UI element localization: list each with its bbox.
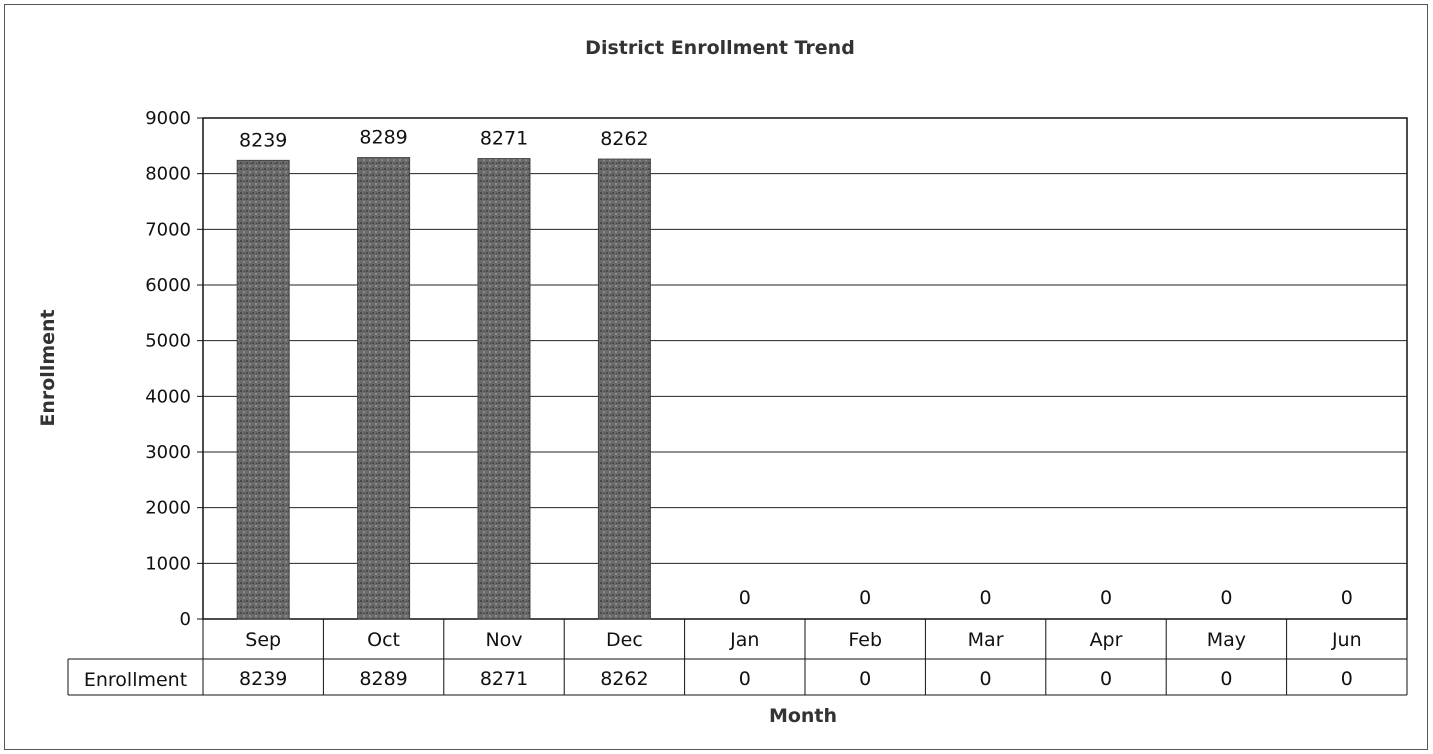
table-cell: 0	[1100, 668, 1112, 690]
x-axis-title: Month	[769, 705, 837, 727]
data-label-jan: 0	[739, 587, 751, 609]
data-label-apr: 0	[1100, 587, 1112, 609]
table-cell: 0	[859, 668, 871, 690]
y-tick-label: 9000	[145, 108, 191, 129]
table-cell: 8271	[480, 668, 528, 690]
table-cell: 0	[1220, 668, 1232, 690]
data-labels: 8239 8289 8271 8262 0 0 0 0 0 0	[239, 127, 1353, 609]
table-series-name: Enrollment	[84, 669, 187, 691]
x-tick-label: Dec	[606, 629, 643, 651]
x-tick-label: Feb	[848, 629, 882, 651]
data-label-oct: 8289	[359, 127, 407, 149]
bar-oct	[357, 157, 411, 620]
data-label-dec: 8262	[600, 128, 648, 150]
data-label-nov: 8271	[480, 128, 528, 150]
data-label-jun: 0	[1341, 587, 1353, 609]
y-tick-label: 0	[180, 609, 191, 630]
y-tick-label: 8000	[145, 164, 191, 185]
bar-sep	[236, 159, 290, 620]
table-cell: 0	[1341, 668, 1353, 690]
y-tick-label: 7000	[145, 219, 191, 240]
x-tick-label: May	[1207, 629, 1246, 651]
bars	[236, 157, 651, 620]
x-tick-label: Jun	[1331, 629, 1362, 651]
table-cell: 8289	[359, 668, 407, 690]
data-label-may: 0	[1220, 587, 1232, 609]
chart-title: District Enrollment Trend	[585, 37, 855, 59]
data-table: Sep 8239 Oct 8289 Nov 8271 Dec 8262 Jan 0 Feb 0 Mar 0…	[67, 619, 1408, 696]
y-axis-title: Enrollment	[37, 309, 59, 426]
y-tick-label: 5000	[145, 331, 191, 352]
table-cell: 0	[739, 668, 751, 690]
table-cell: 0	[980, 668, 992, 690]
x-tick-label: Apr	[1090, 629, 1123, 651]
table-cell: 8239	[239, 668, 287, 690]
data-label-sep: 8239	[239, 129, 287, 151]
data-label-mar: 0	[980, 587, 992, 609]
x-tick-label: Mar	[968, 629, 1004, 651]
y-tick-label: 1000	[145, 553, 191, 574]
y-tick-label: 3000	[145, 442, 191, 463]
x-tick-label: Oct	[367, 629, 400, 651]
y-tick-label: 4000	[145, 386, 191, 407]
x-tick-label: Sep	[245, 629, 281, 651]
x-tick-label: Jan	[729, 629, 759, 651]
chart-frame	[4, 4, 1428, 750]
y-tick-label: 2000	[145, 498, 191, 519]
bar-nov	[477, 158, 531, 620]
bar-dec	[597, 158, 651, 620]
data-label-feb: 0	[859, 587, 871, 609]
x-tick-label: Nov	[485, 629, 522, 651]
y-tick-label: 6000	[145, 275, 191, 296]
table-cell: 8262	[600, 668, 648, 690]
y-ticks: 0 1000 2000 3000 4000 5000 6000 7000 8000 9000	[145, 108, 191, 630]
